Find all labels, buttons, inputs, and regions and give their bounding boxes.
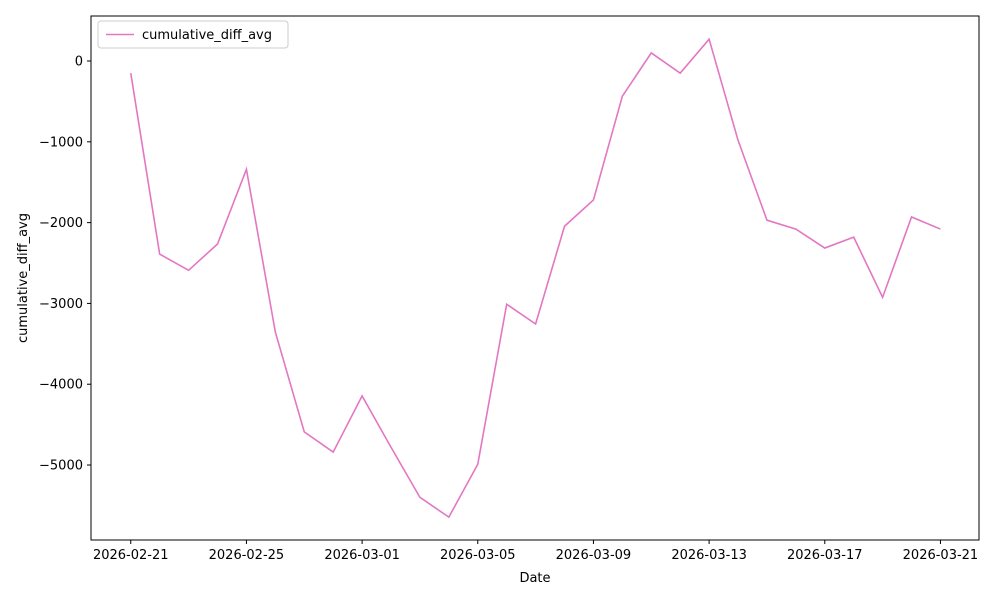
x-tick-label: 2026-02-21 bbox=[93, 548, 169, 563]
y-tick-label: 0 bbox=[75, 55, 83, 70]
line bbox=[129, 37, 941, 519]
legend-box bbox=[97, 20, 289, 49]
x-tick-label: 2026-03-13 bbox=[671, 548, 747, 563]
y-tick-label: −4000 bbox=[39, 378, 83, 393]
x-axis-label: Date bbox=[519, 571, 550, 586]
x-tick-label: 2026-03-05 bbox=[440, 548, 516, 563]
y-tick-label: −5000 bbox=[39, 459, 83, 474]
y-tick-label: −2000 bbox=[39, 216, 83, 231]
y-axis-label: cumulative_diff_avg bbox=[16, 213, 31, 343]
x-tick-label: 2026-03-17 bbox=[787, 548, 863, 563]
x-tick-label: 2026-02-25 bbox=[209, 548, 285, 563]
y-tick-label: −1000 bbox=[39, 135, 83, 150]
x-tick-label: 2026-03-01 bbox=[324, 548, 400, 563]
x-tick-label: 2026-03-09 bbox=[556, 548, 632, 563]
legend-label: cumulative_diff_avg bbox=[142, 28, 272, 43]
x-tick-label: 2026-03-21 bbox=[903, 548, 979, 563]
y-tick-label: −3000 bbox=[39, 297, 83, 312]
plot-frame bbox=[90, 15, 980, 541]
